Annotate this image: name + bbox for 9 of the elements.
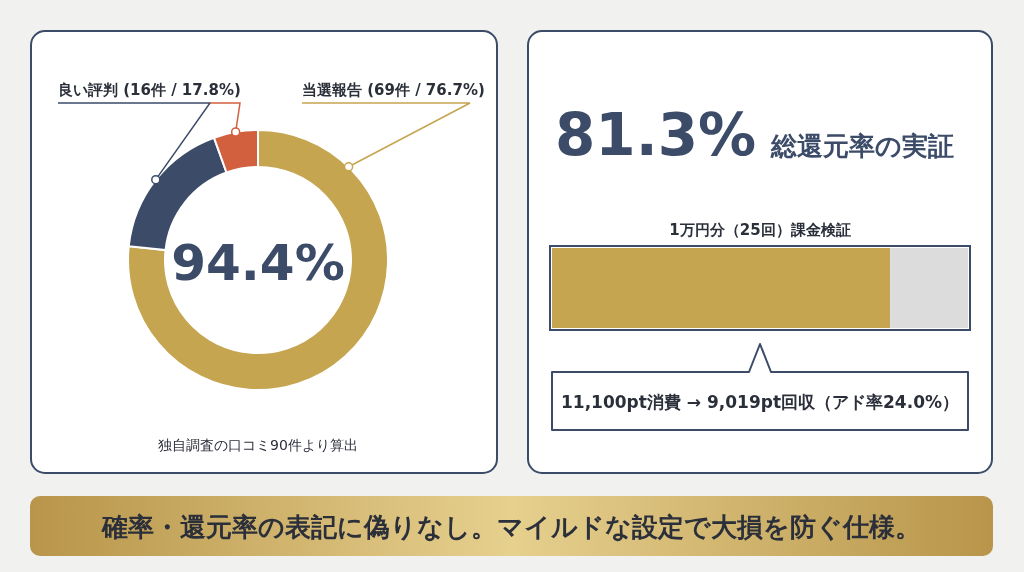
chart-subtitle: 1万円分（25回）課金検証 bbox=[669, 221, 851, 239]
text: 独自調査の口コミ90件より算出 bbox=[158, 437, 358, 453]
text: 確率・還元率の表記に偽りなし。マイルドな設定で大損を防ぐ仕様。 bbox=[100, 512, 921, 542]
text: 94.4% bbox=[171, 234, 345, 292]
chart-title: 81.3% 総還元率の実証 bbox=[555, 101, 955, 169]
slice-label: 当選報告 (69件 / 76.7%) bbox=[302, 81, 485, 99]
donut-slice bbox=[127, 129, 389, 391]
text: 11,100pt消費 → 9,019pt回収（アド率24.0%） bbox=[560, 392, 960, 412]
slice-label: 良い評判 (16件 / 17.8%) bbox=[58, 81, 241, 99]
